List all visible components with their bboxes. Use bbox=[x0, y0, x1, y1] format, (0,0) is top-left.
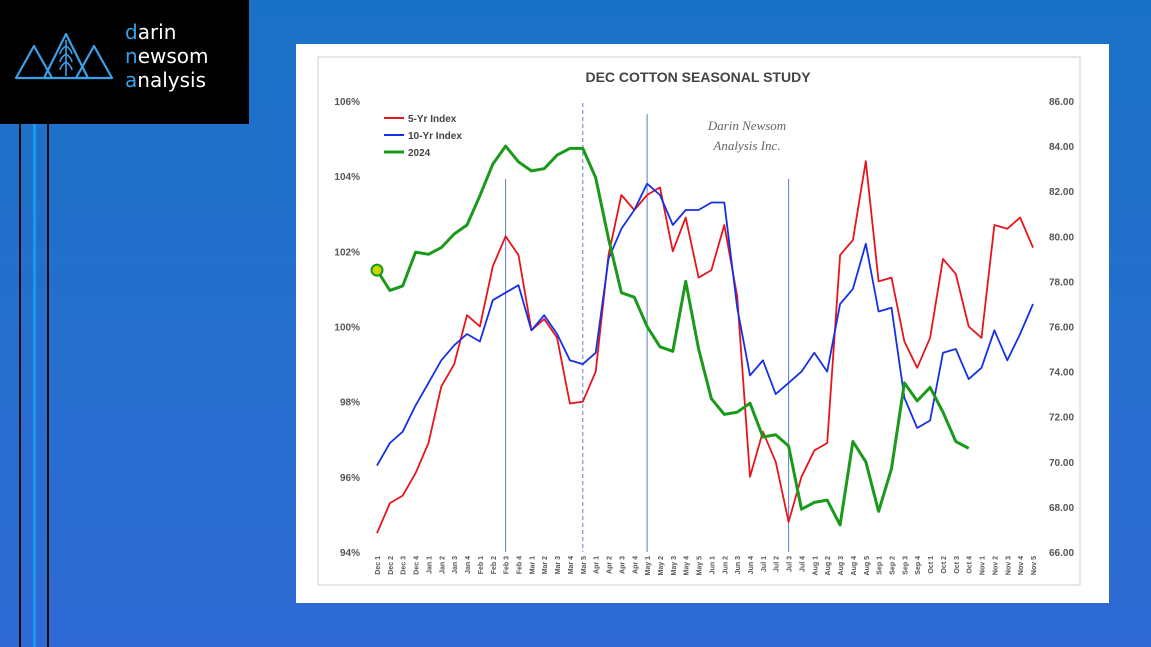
x-tick-label: Jan 2 bbox=[439, 556, 446, 574]
y-right-tick-label: 76.00 bbox=[1049, 323, 1074, 334]
chart: DEC COTTON SEASONAL STUDY Darin Newsom A… bbox=[317, 56, 1081, 586]
y-left-tick-label: 98% bbox=[340, 398, 360, 409]
x-tick-label: Nov 4 bbox=[1018, 556, 1025, 575]
x-tick-label: Feb 1 bbox=[478, 556, 485, 574]
brand-line-3: analysis bbox=[125, 68, 206, 92]
y-left-tick-label: 102% bbox=[334, 247, 360, 258]
x-tick-label: Sep 1 bbox=[877, 556, 884, 575]
x-tick-label: Apr 1 bbox=[594, 556, 601, 574]
legend-label: 10-Yr Index bbox=[408, 131, 462, 142]
x-tick-label: Jan 4 bbox=[465, 556, 472, 574]
x-tick-label: Sep 2 bbox=[890, 556, 897, 575]
x-tick-label: Oct 2 bbox=[941, 556, 948, 574]
y-right-tick-label: 74.00 bbox=[1049, 368, 1074, 379]
decorative-line bbox=[33, 124, 36, 647]
legend-label: 2024 bbox=[408, 148, 431, 159]
mountain-logo-icon bbox=[14, 32, 114, 80]
chart-title: DEC COTTON SEASONAL STUDY bbox=[585, 69, 811, 85]
series-line-3 bbox=[375, 144, 970, 527]
x-tick-label: Mar 2 bbox=[542, 556, 549, 574]
brand-logo: darin newsom analysis bbox=[0, 0, 249, 124]
x-tick-label: Nov 1 bbox=[980, 556, 987, 575]
x-tick-label: Jan 3 bbox=[452, 556, 459, 574]
brand-name: darin newsom analysis bbox=[125, 20, 209, 92]
x-tick-label: Dec 2 bbox=[388, 556, 395, 575]
x-tick-label: Aug 5 bbox=[864, 556, 871, 576]
y-right-tick-label: 80.00 bbox=[1049, 232, 1074, 243]
x-tick-label: Dec 1 bbox=[375, 556, 382, 575]
x-tick-label: Jun 3 bbox=[735, 556, 742, 574]
legend-label: 5-Yr Index bbox=[408, 114, 457, 125]
x-tick-label: Jan 1 bbox=[426, 556, 433, 574]
x-tick-label: May 3 bbox=[671, 556, 678, 576]
x-tick-label: Aug 1 bbox=[812, 556, 819, 576]
x-tick-label: Oct 3 bbox=[954, 556, 961, 574]
x-tick-label: Mar 4 bbox=[568, 556, 575, 574]
x-tick-label: Jun 2 bbox=[722, 556, 729, 574]
x-tick-label: Sep 3 bbox=[902, 556, 909, 575]
x-tick-label: Nov 5 bbox=[1031, 556, 1038, 575]
x-tick-label: Jul 1 bbox=[761, 556, 768, 572]
x-tick-label: Feb 2 bbox=[491, 556, 498, 574]
y-right-tick-label: 70.00 bbox=[1049, 458, 1074, 469]
x-tick-label: Dec 4 bbox=[414, 556, 421, 575]
x-tick-label: Feb 4 bbox=[516, 556, 523, 574]
watermark-line-1: Darin Newsom bbox=[707, 118, 786, 133]
chart-card: DEC COTTON SEASONAL STUDY Darin Newsom A… bbox=[296, 44, 1109, 603]
x-tick-label: Jul 3 bbox=[787, 556, 794, 572]
x-tick-label: Jul 4 bbox=[799, 556, 806, 572]
y-left-tick-label: 100% bbox=[334, 323, 360, 334]
x-tick-label: Aug 4 bbox=[851, 556, 858, 576]
x-tick-label: Jun 4 bbox=[748, 556, 755, 574]
watermark-line-2: Analysis Inc. bbox=[712, 138, 780, 153]
y-left-tick-label: 104% bbox=[334, 172, 360, 183]
series-line-2 bbox=[376, 182, 1034, 467]
y-right-tick-label: 72.00 bbox=[1049, 413, 1074, 424]
x-tick-label: May 2 bbox=[658, 556, 665, 576]
y-left-tick-label: 94% bbox=[340, 548, 360, 559]
x-tick-label: May 5 bbox=[697, 556, 704, 576]
y-right-tick-label: 68.00 bbox=[1049, 503, 1074, 514]
x-tick-label: May 4 bbox=[684, 556, 691, 576]
y-left-tick-label: 96% bbox=[340, 473, 360, 484]
x-tick-label: May 1 bbox=[645, 556, 652, 576]
y-right-tick-label: 84.00 bbox=[1049, 142, 1074, 153]
x-tick-label: Oct 1 bbox=[928, 556, 935, 574]
brand-line-1: darin bbox=[125, 20, 177, 44]
y-right-tick-label: 78.00 bbox=[1049, 277, 1074, 288]
x-tick-label: Mar 5 bbox=[581, 556, 588, 574]
y-left-tick-label: 106% bbox=[334, 97, 360, 108]
y-right-tick-label: 82.00 bbox=[1049, 187, 1074, 198]
x-tick-label: Aug 3 bbox=[838, 556, 845, 576]
x-tick-label: Apr 4 bbox=[632, 556, 639, 574]
x-tick-label: Nov 3 bbox=[1005, 556, 1012, 575]
x-tick-label: Feb 3 bbox=[504, 556, 511, 574]
y-right-tick-label: 66.00 bbox=[1049, 548, 1074, 559]
decorative-line bbox=[47, 124, 49, 647]
brand-line-2: newsom bbox=[125, 44, 209, 68]
x-tick-label: Sep 4 bbox=[915, 556, 922, 575]
series-start-point bbox=[370, 263, 384, 277]
x-tick-label: Mar 3 bbox=[555, 556, 562, 574]
x-tick-label: Jul 2 bbox=[774, 556, 781, 572]
x-tick-label: Jun 1 bbox=[709, 556, 716, 574]
x-tick-label: Aug 2 bbox=[825, 556, 832, 576]
plot-frame bbox=[317, 56, 1081, 586]
x-tick-label: Mar 1 bbox=[529, 556, 536, 574]
x-tick-label: Apr 3 bbox=[619, 556, 626, 574]
x-tick-label: Nov 2 bbox=[992, 556, 999, 575]
x-tick-label: Apr 2 bbox=[607, 556, 614, 574]
x-tick-label: Oct 4 bbox=[967, 556, 974, 574]
decorative-line bbox=[19, 124, 21, 647]
x-tick-label: Dec 3 bbox=[401, 556, 408, 575]
series-line-1 bbox=[376, 160, 1034, 534]
y-right-tick-label: 86.00 bbox=[1049, 97, 1074, 108]
